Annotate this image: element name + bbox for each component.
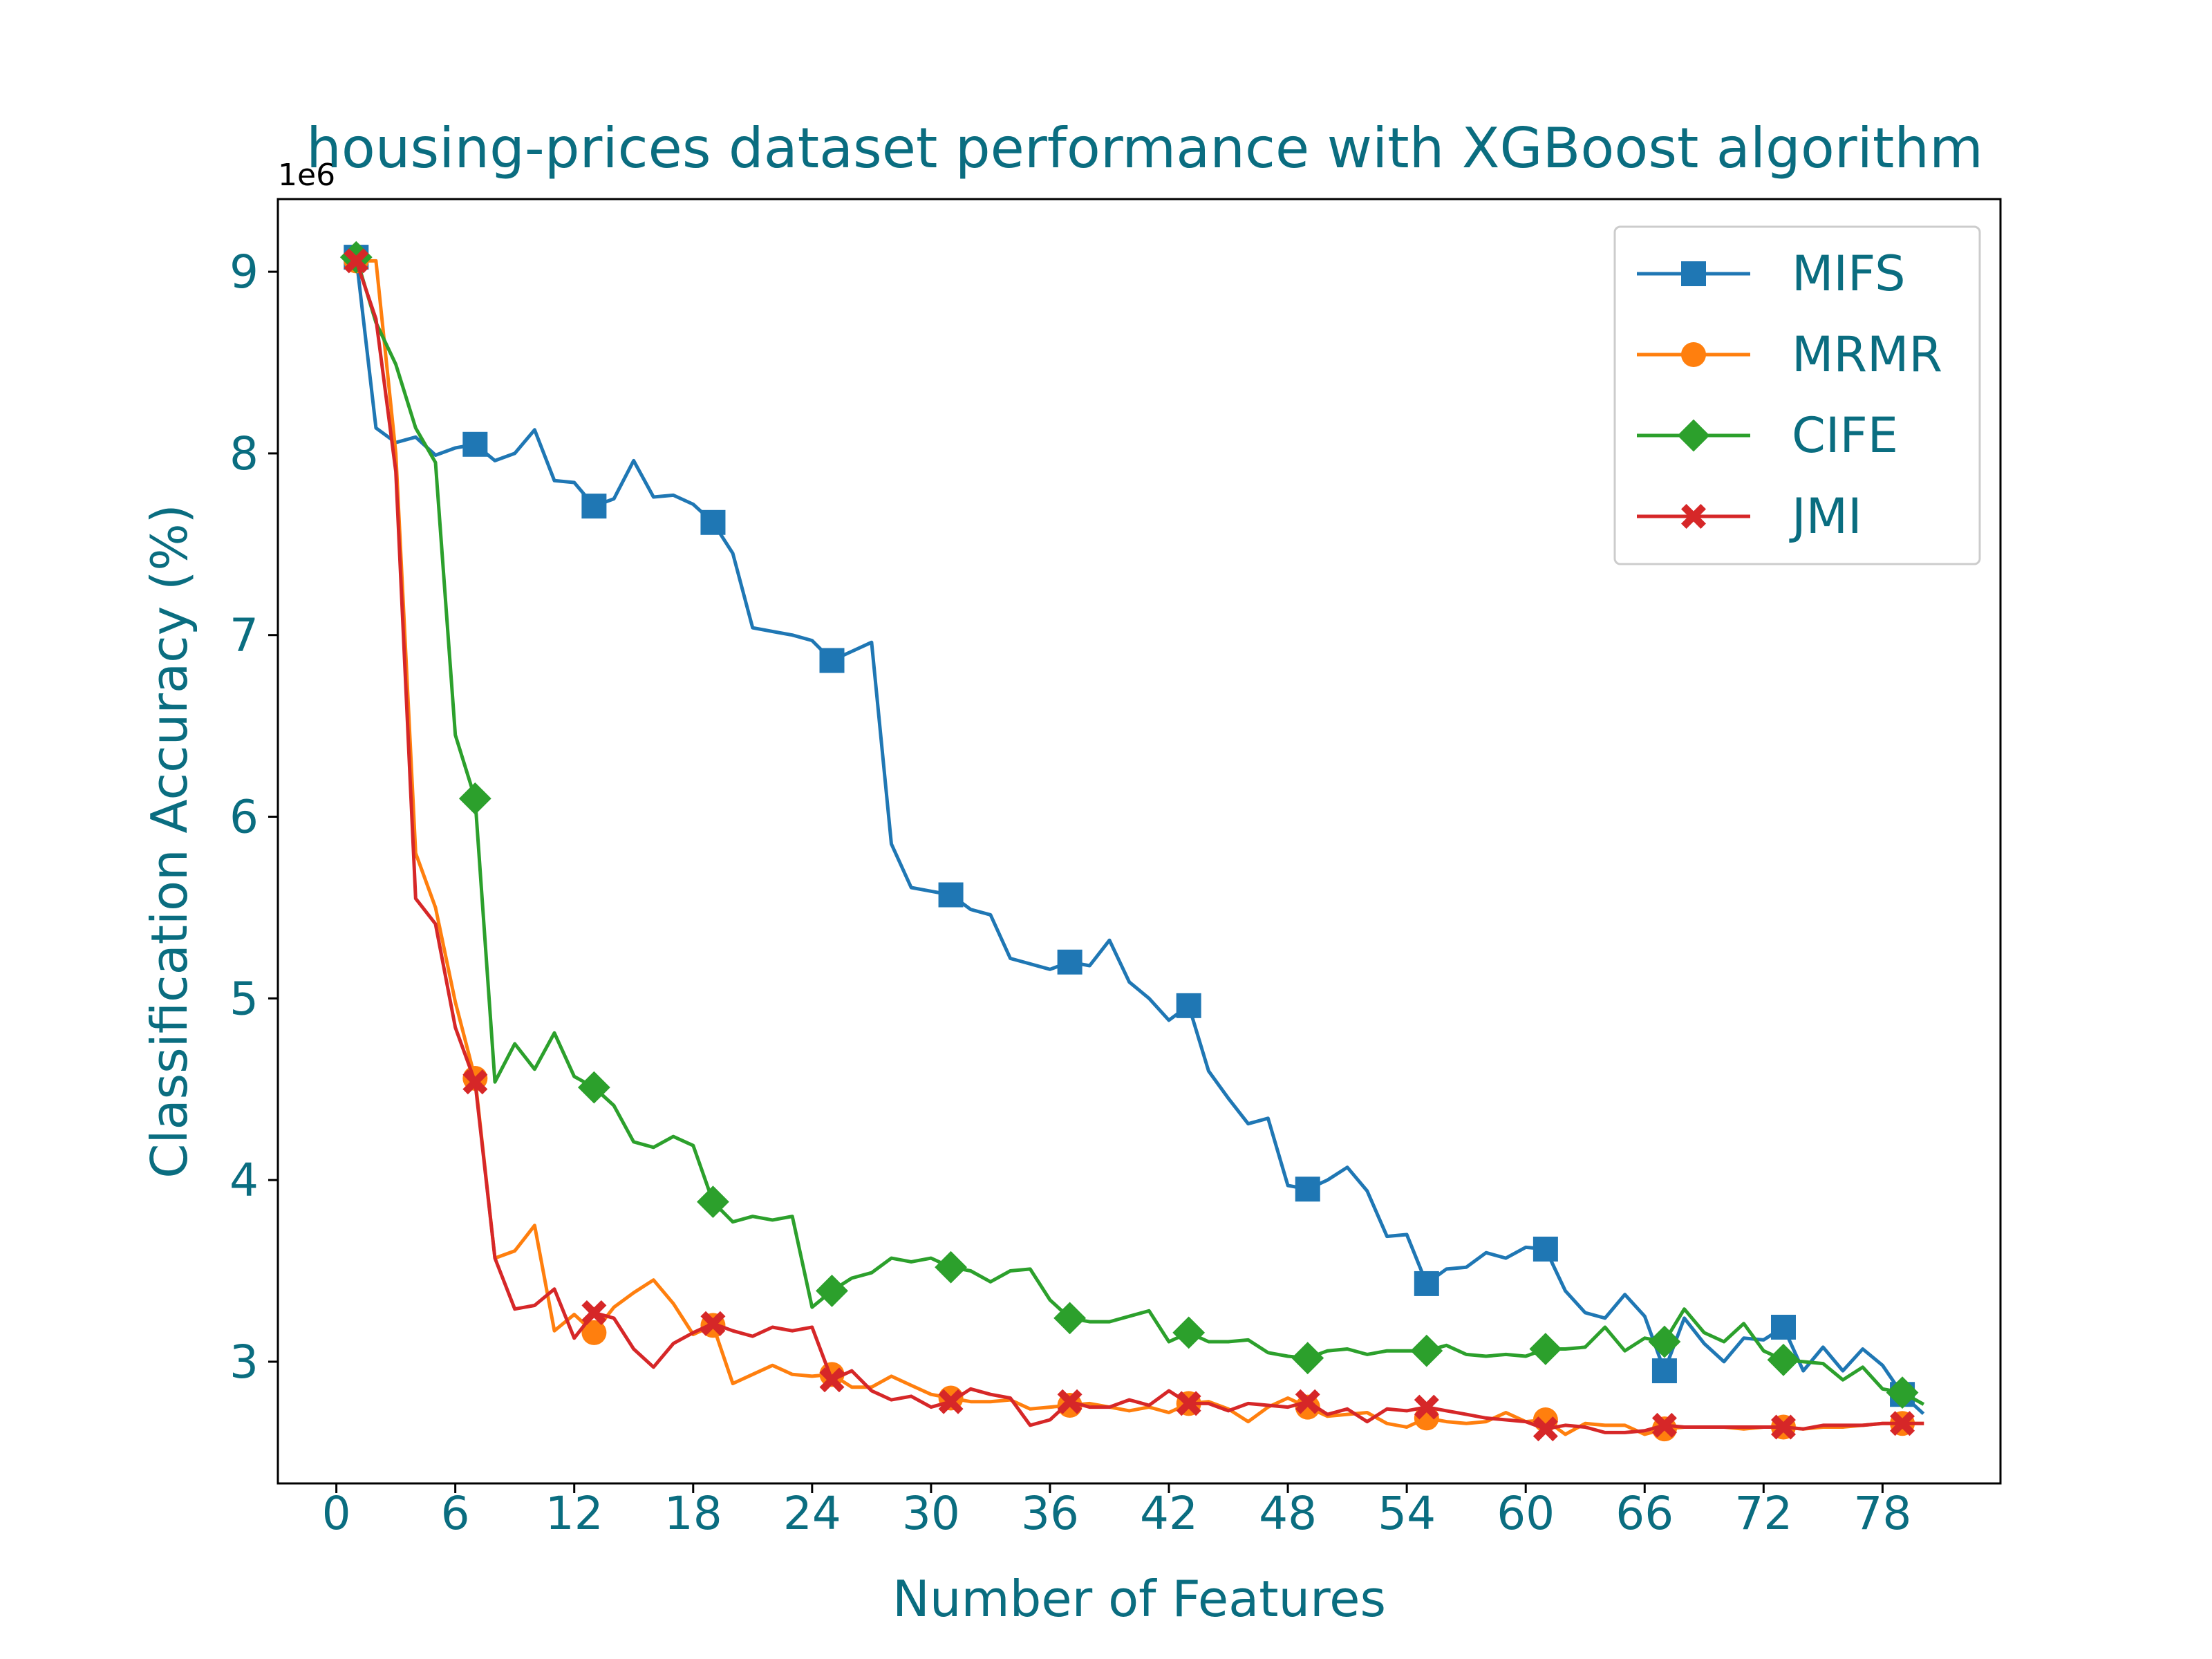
data-point-jmi — [1651, 1412, 1677, 1438]
y-tick-label: 3 — [229, 1335, 259, 1389]
data-point-cife — [1886, 1376, 1919, 1409]
data-point-jmi — [938, 1389, 964, 1414]
data-point-cife — [1529, 1333, 1562, 1365]
plot-area-frame — [276, 198, 2002, 1485]
y-tick-label: 8 — [229, 427, 259, 480]
data-point-mrmr — [581, 1320, 607, 1345]
y-tick-label: 5 — [229, 972, 259, 1025]
legend-marker-jmi — [1681, 504, 1706, 529]
y-tick-label: 9 — [229, 245, 259, 299]
x-tick-label: 66 — [1615, 1487, 1674, 1540]
data-point-jmi — [1057, 1389, 1082, 1414]
x-axis-label: Number of Features — [892, 1570, 1386, 1628]
data-point-cife — [816, 1275, 848, 1307]
data-point-cife — [458, 782, 491, 815]
data-point-mifs — [581, 494, 607, 519]
data-point-cife — [1291, 1342, 1324, 1375]
y-axis-ticks: 3 4 5 6 7 8 9 — [229, 245, 278, 1389]
y-tick-label: 7 — [229, 609, 259, 662]
data-point-mifs — [1176, 993, 1201, 1018]
data-point-jmi — [581, 1300, 607, 1325]
data-point-mifs — [819, 648, 845, 673]
legend-item-jmi: JMI — [1637, 488, 1862, 545]
data-point-jmi — [1414, 1394, 1439, 1420]
legend-marker-mrmr — [1681, 342, 1706, 367]
series-cife — [339, 241, 1925, 1409]
x-tick-label: 42 — [1140, 1487, 1198, 1540]
data-point-cife — [935, 1250, 967, 1284]
x-axis-ticks: 0 6 12 18 24 30 36 42 48 54 60 66 72 78 — [322, 1483, 1911, 1540]
x-tick-label: 72 — [1734, 1487, 1792, 1540]
legend-label-mrmr: MRMR — [1792, 326, 1942, 383]
data-point-mifs — [700, 509, 726, 535]
data-point-cife — [1172, 1316, 1206, 1349]
x-tick-label: 0 — [322, 1487, 351, 1540]
data-point-jmi — [1890, 1411, 1915, 1436]
data-point-jmi — [344, 248, 369, 274]
chart-title: housing-prices dataset performance with … — [306, 116, 1983, 180]
x-tick-label: 48 — [1259, 1487, 1317, 1540]
data-point-mifs — [1057, 949, 1082, 975]
x-tick-label: 60 — [1497, 1487, 1555, 1540]
y-axis-offset-label: 1e6 — [278, 158, 335, 193]
data-point-mifs — [1414, 1271, 1439, 1296]
x-tick-label: 24 — [783, 1487, 841, 1540]
data-point-cife — [1648, 1325, 1681, 1358]
series-jmi — [344, 248, 1924, 1442]
x-tick-label: 6 — [441, 1487, 470, 1540]
x-tick-label: 18 — [664, 1487, 722, 1540]
legend: MIFS MRMR CIFE JMI — [1613, 225, 1981, 565]
x-tick-label: 78 — [1853, 1487, 1911, 1540]
data-point-mifs — [1533, 1236, 1558, 1262]
data-point-jmi — [1295, 1389, 1320, 1414]
x-tick-label: 12 — [545, 1487, 603, 1540]
y-tick-label: 6 — [229, 791, 259, 844]
x-tick-label: 36 — [1021, 1487, 1079, 1540]
data-point-cife — [697, 1185, 729, 1219]
legend-item-cife: CIFE — [1637, 407, 1898, 464]
data-point-mifs — [462, 431, 488, 457]
data-point-mifs — [938, 882, 964, 908]
data-point-jmi — [462, 1069, 488, 1095]
data-point-jmi — [1176, 1391, 1201, 1416]
series-layer — [339, 241, 1925, 1442]
data-point-jmi — [819, 1367, 845, 1393]
data-point-mifs — [1651, 1358, 1677, 1384]
legend-label-cife: CIFE — [1792, 407, 1898, 464]
y-tick-label: 4 — [229, 1154, 259, 1207]
data-point-cife — [1767, 1343, 1800, 1376]
data-point-mifs — [1295, 1177, 1320, 1202]
legend-label-jmi: JMI — [1789, 488, 1862, 545]
y-axis-label: Classification Accuracy (%) — [140, 504, 198, 1178]
x-tick-label: 54 — [1378, 1487, 1436, 1540]
legend-label-mifs: MIFS — [1792, 245, 1906, 302]
data-point-cife — [1410, 1334, 1443, 1367]
data-point-mrmr — [1295, 1394, 1320, 1420]
legend-marker-cife — [1677, 419, 1710, 452]
data-point-mifs — [1770, 1314, 1796, 1340]
legend-marker-mifs — [1681, 261, 1706, 286]
series-mifs — [344, 245, 1925, 1416]
data-point-cife — [577, 1071, 610, 1104]
legend-frame — [1613, 225, 1981, 565]
legend-item-mrmr: MRMR — [1637, 326, 1942, 383]
data-point-jmi — [1770, 1414, 1796, 1440]
data-point-jmi — [1533, 1416, 1558, 1442]
legend-item-mifs: MIFS — [1637, 245, 1906, 302]
data-point-jmi — [700, 1311, 726, 1336]
data-point-cife — [1053, 1302, 1087, 1335]
x-tick-label: 30 — [902, 1487, 960, 1540]
